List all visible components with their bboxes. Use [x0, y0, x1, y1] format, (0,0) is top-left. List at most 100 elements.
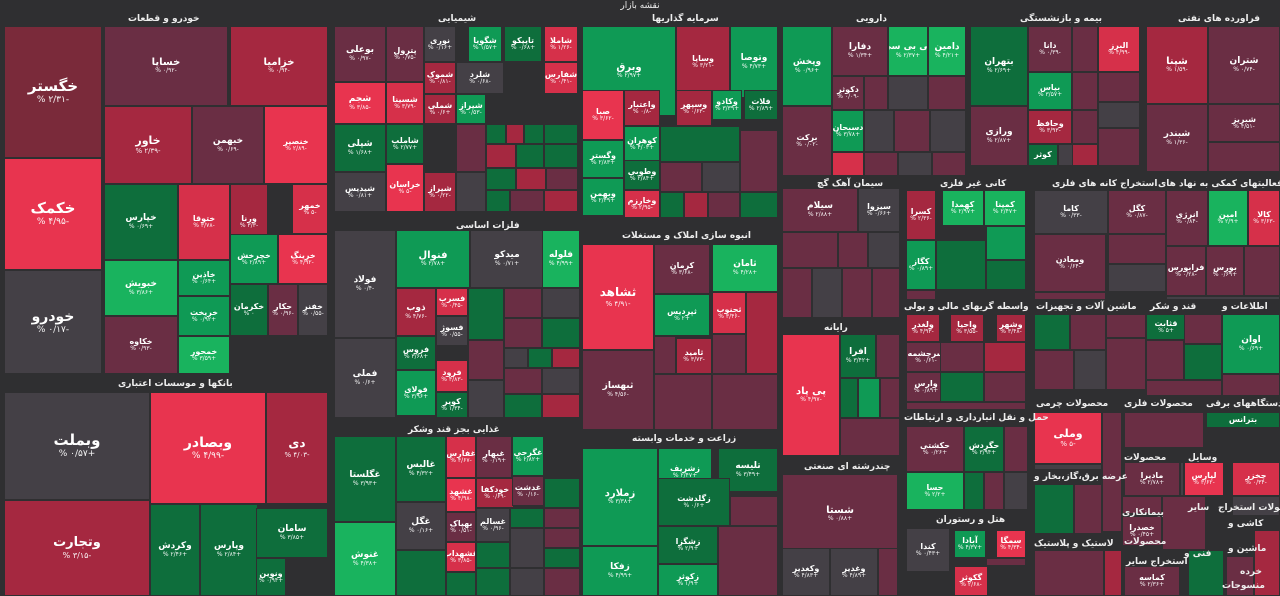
stock-tile[interactable]: خزامیا -۰/۹۴ %	[230, 26, 328, 106]
stock-tile[interactable]: سیزوا +۰/۶۶ %	[858, 188, 900, 232]
stock-tile-small[interactable]	[898, 152, 932, 176]
stock-tile[interactable]: ثبهساز -۴/۵۶ %	[582, 350, 654, 430]
stock-tile-small[interactable]	[396, 550, 446, 596]
stock-tile-small[interactable]	[1244, 246, 1280, 296]
stock-tile[interactable]: کسرا -۲/۳۶ %	[906, 190, 936, 240]
stock-tile-small[interactable]	[506, 124, 524, 144]
stock-tile[interactable]: پترول -۰/۷۵ %	[386, 26, 424, 82]
stock-tile[interactable]: فولای +۳/۹۶ %	[396, 370, 436, 416]
stock-tile-small[interactable]	[1108, 264, 1166, 292]
stock-tile-small[interactable]	[928, 76, 966, 110]
stock-tile[interactable]: دسبحان +۳/۷۸ %	[832, 110, 864, 152]
stock-tile-small[interactable]	[446, 572, 476, 596]
stock-tile[interactable]: زفکا +۴/۹۹ %	[582, 546, 658, 596]
stock-tile-small[interactable]	[858, 378, 880, 418]
stock-tile[interactable]: خکرمان ۰ %	[230, 284, 268, 336]
stock-tile[interactable]: انرژی -۰/۸۴ %	[1166, 190, 1208, 246]
stock-tile[interactable]: شیدیس +۰/۸۱ %	[334, 172, 386, 212]
stock-tile[interactable]: فرود -۴/۸۳ %	[436, 360, 468, 392]
stock-tile-small[interactable]	[510, 508, 544, 528]
stock-tile[interactable]: حکار -۰/۹۶ %	[268, 284, 298, 336]
stock-tile-small[interactable]	[468, 288, 504, 340]
stock-tile[interactable]: برکت -۰/۰۲ %	[782, 106, 832, 176]
stock-tile-small[interactable]	[1004, 426, 1028, 472]
stock-tile-small[interactable]	[984, 472, 1004, 510]
stock-tile[interactable]: وکردش +۲/۴۶ %	[150, 504, 200, 596]
stock-tile[interactable]: غفارس -۴/۶۷ %	[446, 436, 476, 478]
stock-tile-small[interactable]	[932, 152, 966, 176]
stock-tile[interactable]: امین +۲/۹ %	[1208, 190, 1248, 246]
stock-tile-small[interactable]	[544, 508, 580, 528]
stock-tile-small[interactable]	[1166, 296, 1280, 300]
stock-tile-small[interactable]	[654, 336, 676, 374]
stock-tile-small[interactable]	[1072, 26, 1098, 72]
stock-tile[interactable]: زگلدشت +۰/۶ %	[658, 478, 730, 526]
stock-tile[interactable]: خودکفا -۰/۶۹ %	[476, 478, 514, 508]
stock-tile[interactable]: شاملا -۱/۲۶ %	[544, 26, 578, 62]
stock-tile[interactable]: اوان +۰/۶۹ %	[1222, 314, 1280, 374]
stock-tile[interactable]: وکادو +۳/۳۹ %	[712, 90, 742, 120]
stock-tile[interactable]: خرینگ -۴/۹۲ %	[278, 234, 328, 284]
stock-tile-small[interactable]	[468, 380, 504, 418]
stock-tile[interactable]: فسرب -۰/۴۵ %	[436, 288, 468, 316]
stock-tile-small[interactable]	[544, 528, 580, 548]
stock-tile-small[interactable]	[1098, 128, 1140, 166]
stock-tile[interactable]: وخارزم -۲/۹۵ %	[624, 190, 660, 218]
stock-tile[interactable]: بپاس +۳/۵۷ %	[1028, 72, 1072, 110]
stock-tile[interactable]: کوهران +۴/۰۳ %	[624, 126, 660, 162]
stock-tile-small[interactable]	[1184, 314, 1222, 344]
stock-tile-small[interactable]	[984, 372, 1026, 402]
stock-tile-small[interactable]	[544, 144, 578, 168]
stock-tile-small[interactable]	[812, 268, 842, 318]
stock-tile-small[interactable]	[660, 126, 740, 162]
stock-tile[interactable]: افرا +۳/۴۲ %	[840, 334, 876, 378]
stock-tile-small[interactable]	[456, 124, 486, 172]
stock-tile-small[interactable]	[936, 240, 986, 290]
stock-tile[interactable]: خساپا -۰/۹۲ %	[104, 26, 228, 106]
stock-tile[interactable]: بوعلی -۰/۹۷ %	[334, 26, 386, 82]
stock-tile[interactable]: ولغدر -۴/۹۳ %	[906, 314, 940, 342]
stock-tile[interactable]: ثجنوب -۳/۴۶ %	[712, 292, 746, 334]
stock-tile[interactable]: گکوثر -۲/۶۸ %	[954, 566, 988, 596]
stock-tile-small[interactable]	[986, 226, 1026, 260]
stock-tile-small[interactable]	[546, 168, 578, 190]
stock-tile[interactable]: فنوال +۲/۷۸ %	[396, 230, 470, 288]
stock-tile-small[interactable]	[1222, 374, 1280, 396]
stock-tile[interactable]: وکغدیر +۴/۸۳ %	[782, 548, 830, 596]
stock-tile-small[interactable]	[840, 378, 858, 418]
stock-tile[interactable]: خریخت +۰/۹۲ %	[178, 296, 230, 336]
stock-tile-small[interactable]	[930, 110, 966, 152]
stock-tile-small[interactable]	[1034, 484, 1074, 534]
stock-tile-small[interactable]	[486, 144, 516, 168]
stock-tile[interactable]: ثشاهد -۴/۹۱ %	[582, 244, 654, 350]
stock-tile-small[interactable]	[1124, 412, 1204, 448]
stock-tile-small[interactable]	[544, 568, 580, 596]
stock-tile[interactable]: وملی -۵ %	[1034, 412, 1102, 464]
stock-tile-small[interactable]	[840, 418, 900, 456]
stock-tile[interactable]: خراسان -۵ %	[386, 164, 424, 212]
stock-tile[interactable]: ثامید -۳/۷۳ %	[676, 338, 712, 374]
stock-tile[interactable]: کرمان -۳/۶۸ %	[654, 244, 710, 294]
stock-tile[interactable]: سمگا -۴/۳۴ %	[996, 530, 1026, 558]
stock-tile-small[interactable]	[1072, 144, 1098, 166]
stock-tile[interactable]: خگستر -۲/۳۱ %	[4, 26, 102, 158]
stock-tile[interactable]: حگردش +۳/۹۴ %	[964, 426, 1004, 472]
stock-tile[interactable]: وبصادر -۴/۹۹ %	[150, 392, 266, 504]
stock-tile[interactable]: غشهد -۴/۹۸ %	[446, 478, 476, 512]
stock-tile[interactable]: خچرخش +۲/۸۹ %	[230, 234, 278, 284]
stock-tile[interactable]: وطوبی +۲/۸۴ %	[624, 160, 660, 190]
stock-tile[interactable]: شبریز -۴/۵۱ %	[1208, 104, 1280, 142]
stock-tile[interactable]: فلات +۲/۸۹ %	[744, 90, 778, 120]
stock-tile-small[interactable]	[1034, 314, 1070, 350]
stock-tile[interactable]: دانا -۰/۳۹ %	[1028, 26, 1072, 72]
stock-tile[interactable]: شستا +۰/۸۸ %	[782, 474, 898, 554]
stock-tile-small[interactable]	[528, 348, 552, 368]
stock-tile[interactable]: فولاد -۰/۴ %	[334, 230, 396, 338]
stock-tile[interactable]: بهپاک -۰/۵۱ %	[446, 512, 476, 542]
stock-tile-small[interactable]	[708, 192, 740, 218]
stock-tile[interactable]: وبهمن +۲/۴۹ %	[582, 178, 624, 216]
stock-tile-small[interactable]	[730, 496, 778, 526]
stock-tile-small[interactable]	[504, 288, 542, 318]
stock-tile-small[interactable]	[504, 368, 542, 394]
stock-tile[interactable]: غبهار +۰/۱۹ %	[476, 436, 512, 478]
